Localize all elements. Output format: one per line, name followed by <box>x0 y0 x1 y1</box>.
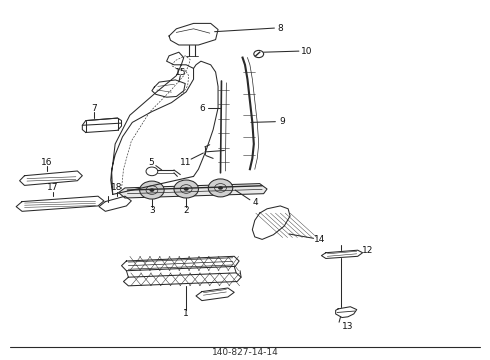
Text: 9: 9 <box>279 117 285 126</box>
Circle shape <box>140 181 164 199</box>
Circle shape <box>184 187 189 191</box>
Text: 15: 15 <box>174 68 186 77</box>
Text: 2: 2 <box>183 206 189 215</box>
Text: 7: 7 <box>91 104 97 113</box>
Text: 13: 13 <box>342 323 354 331</box>
Text: 16: 16 <box>41 158 52 167</box>
Text: 140-827-14-14: 140-827-14-14 <box>212 348 278 357</box>
Circle shape <box>149 188 154 192</box>
Text: 6: 6 <box>199 104 205 113</box>
Circle shape <box>174 180 198 198</box>
Text: 18: 18 <box>111 184 122 193</box>
Text: 10: 10 <box>300 47 312 56</box>
Circle shape <box>218 186 223 190</box>
Text: 14: 14 <box>314 235 325 244</box>
Text: 4: 4 <box>253 198 259 207</box>
Text: 12: 12 <box>362 246 373 255</box>
Text: 5: 5 <box>148 158 154 167</box>
Text: 8: 8 <box>277 24 283 33</box>
Polygon shape <box>119 184 267 198</box>
Text: 17: 17 <box>47 184 59 193</box>
Text: 3: 3 <box>149 206 155 215</box>
Circle shape <box>208 179 233 197</box>
Text: 11: 11 <box>179 158 191 166</box>
Text: 1: 1 <box>183 310 189 319</box>
